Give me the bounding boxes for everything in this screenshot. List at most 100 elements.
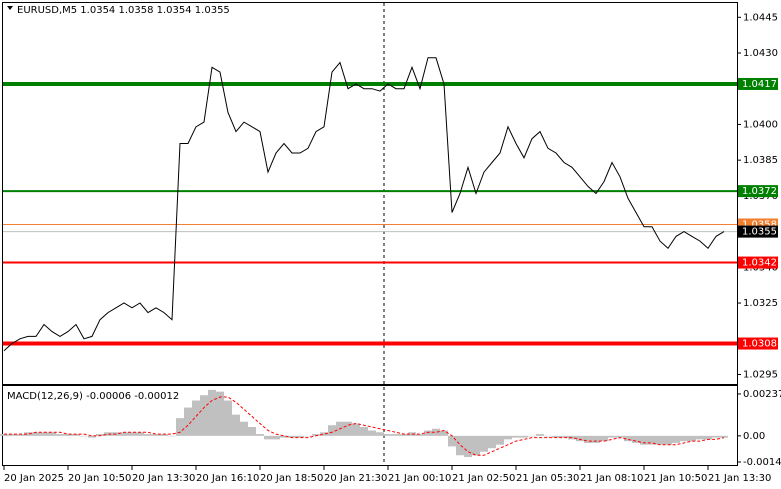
x-tick-label: 21 Jan 05:30 [516, 473, 579, 484]
histogram-bar [104, 432, 112, 436]
histogram-bar [368, 430, 376, 436]
histogram-bar [72, 434, 80, 436]
histogram-bar [720, 435, 728, 438]
histogram-bar [128, 432, 136, 436]
main-frame [2, 2, 738, 385]
y-tick-label: -0.00148 [743, 457, 781, 468]
x-tick-label: 21 Jan 00:10 [388, 473, 451, 484]
price-line [3, 57, 725, 352]
x-tick-label: 20 Jan 2025 [4, 473, 64, 484]
histogram-bar [656, 435, 664, 445]
histogram-bar [56, 434, 64, 436]
histogram-bar [48, 432, 56, 436]
histogram-bar [504, 435, 512, 440]
x-tick-label: 20 Jan 16:10 [196, 473, 259, 484]
histogram-bar [272, 435, 280, 440]
histogram-bar [256, 434, 264, 436]
x-tick-label: 20 Jan 21:30 [324, 473, 387, 484]
histogram-bar [24, 432, 32, 436]
histogram-bar [528, 435, 536, 437]
histogram-bar [384, 434, 392, 436]
histogram-bar [160, 434, 168, 436]
histogram-bar [144, 434, 152, 436]
histogram-bar [552, 435, 560, 438]
histogram-bar [448, 435, 456, 447]
histogram-bar [536, 434, 544, 436]
histogram-bar [592, 435, 600, 443]
histogram-bar [240, 421, 248, 436]
level-label: 1.0358 [742, 219, 777, 230]
histogram-bar [640, 435, 648, 445]
histogram-bar [456, 435, 464, 456]
histogram-bar [296, 435, 304, 438]
chart-title: EURUSD,M5 1.0354 1.0358 1.0354 1.0355 [17, 5, 230, 16]
histogram-bar [688, 435, 696, 442]
histogram-bar [624, 435, 632, 442]
x-tick-label: 20 Jan 10:50 [68, 473, 131, 484]
level-label: 1.0342 [742, 258, 777, 269]
y-tick-label: 1.0385 [743, 155, 778, 166]
level-box [738, 185, 778, 198]
histogram-bar [192, 400, 200, 436]
last-price-box [738, 225, 778, 238]
x-tick-label: 21 Jan 13:30 [708, 473, 771, 484]
histogram-bar [608, 435, 616, 438]
histogram-bar [8, 434, 16, 436]
histogram-bar [360, 427, 368, 436]
histogram-bar [520, 435, 528, 438]
level-label: 1.0308 [742, 339, 777, 350]
x-tick-label: 20 Jan 13:30 [132, 473, 195, 484]
histogram-bar [416, 434, 424, 436]
histogram-bar [392, 434, 400, 436]
histogram-bar [496, 435, 504, 445]
histogram-bar [40, 432, 48, 436]
histogram-bar [96, 434, 104, 436]
last-price-label: 1.0355 [742, 227, 777, 238]
level-label: 1.0417 [742, 79, 777, 90]
histogram-bar [152, 434, 160, 436]
histogram-bar [88, 435, 96, 438]
histogram-bar [600, 435, 608, 442]
level-box [738, 256, 778, 269]
histogram-bar [16, 434, 24, 436]
level-box [738, 77, 778, 90]
level-box [738, 337, 778, 350]
histogram-bar [288, 435, 296, 438]
macd-frame [2, 385, 738, 466]
y-tick-label: 1.0430 [743, 48, 778, 59]
x-tick-label: 21 Jan 02:50 [452, 473, 515, 484]
histogram-bar [32, 432, 40, 436]
y-tick-label: 1.0445 [743, 12, 778, 23]
menu-arrow [7, 6, 13, 10]
histogram-bar [168, 435, 176, 437]
histogram-bar [560, 435, 568, 438]
histogram-bar [576, 435, 584, 442]
histogram-bar [488, 435, 496, 449]
histogram-bar [400, 434, 408, 436]
histogram-bar [328, 425, 336, 436]
y-tick-label: 1.0325 [743, 298, 778, 309]
histogram-bar [232, 414, 240, 436]
histogram-bar [712, 435, 720, 438]
x-tick-label: 20 Jan 18:50 [260, 473, 323, 484]
y-tick-label: 1.0295 [743, 369, 778, 380]
y-tick-label: 0.00 [743, 431, 765, 442]
histogram-bar [440, 430, 448, 436]
histogram-bar [184, 407, 192, 436]
histogram-bar [680, 435, 688, 442]
histogram-bar [352, 423, 360, 436]
histogram-bar [544, 435, 552, 437]
histogram-bar [424, 430, 432, 436]
level-label: 1.0372 [742, 186, 777, 197]
histogram-bar [120, 432, 128, 436]
histogram-bar [176, 418, 184, 436]
histogram-bar [80, 435, 88, 437]
histogram-bar [200, 395, 208, 436]
y-tick-label: 1.0400 [743, 119, 778, 130]
histogram-bar [480, 435, 488, 452]
histogram-bar [704, 435, 712, 440]
histogram-bar [312, 434, 320, 436]
histogram-bar [664, 435, 672, 445]
